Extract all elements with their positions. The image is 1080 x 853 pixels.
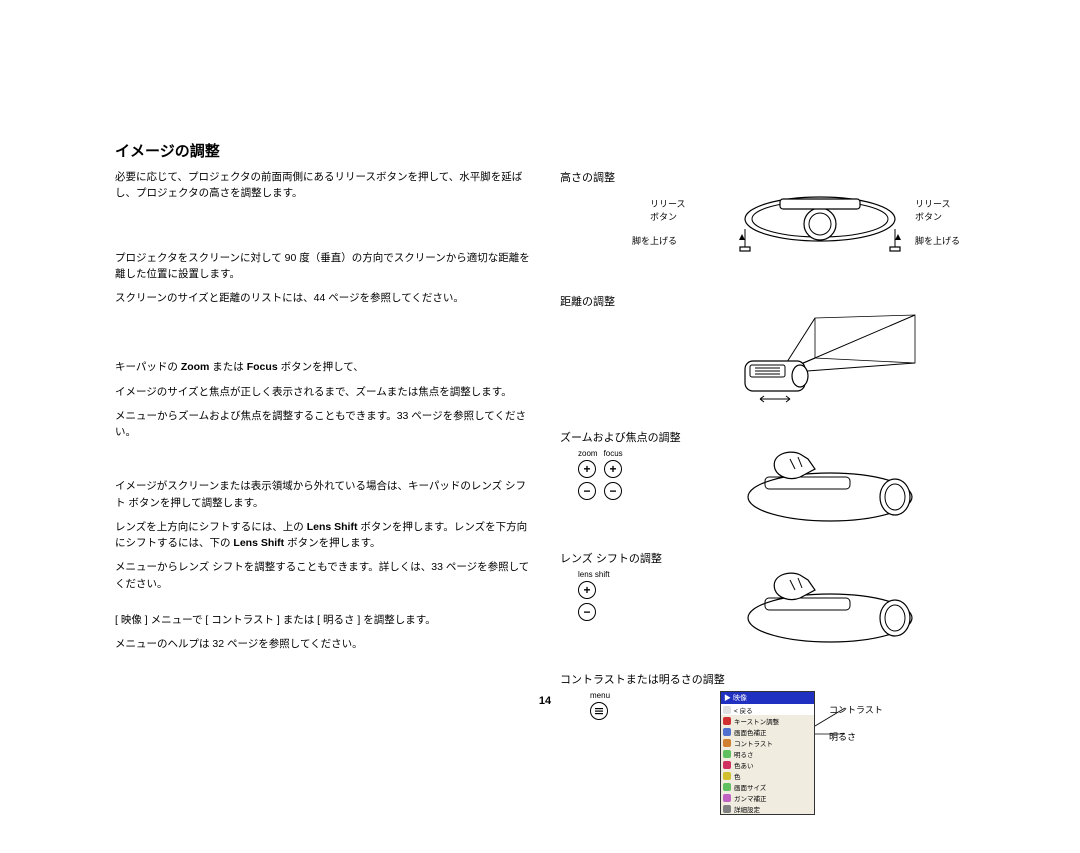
callout-lines	[815, 696, 865, 756]
paragraph: メニューからレンズ シフトを調整することもできます。詳しくは、33 ページを参照…	[115, 559, 530, 592]
section-heading: コントラストまたは明るさの調整	[560, 671, 970, 687]
menu-item: 色	[721, 770, 814, 781]
minus-button-icon: −	[604, 482, 622, 500]
plus-button-icon: +	[604, 460, 622, 478]
paragraph: [ 映像 ] メニューで [ コントラスト ] または [ 明るさ ] を調整し…	[115, 612, 530, 628]
callout-label: 脚を上げる	[632, 234, 677, 247]
paragraph: 必要に応じて、プロジェクタの前面両側にあるリリースボタンを押して、水平脚を延ばし…	[115, 169, 530, 202]
menu-item: 明るさ	[721, 748, 814, 759]
menu-button-icon	[590, 702, 608, 720]
paragraph: プロジェクタをスクリーンに対して 90 度（垂直）の方向でスクリーンから適切な距…	[115, 250, 530, 283]
paragraph: レンズを上方向にシフトするには、上の Lens Shift ボタンを押します。レ…	[115, 519, 530, 552]
section-heading: ズームおよび焦点の調整	[560, 429, 970, 445]
menu-item: 詳細設定	[721, 803, 814, 814]
minus-button-icon: −	[578, 482, 596, 500]
button-label: zoom	[578, 449, 598, 458]
menu-item: コントラスト	[721, 737, 814, 748]
osd-menu-screenshot: ▶ 映像 < 戻るキーストン調整画面色補正コントラスト明るさ色あい色画面サイズガ…	[720, 691, 815, 815]
button-label: menu	[590, 691, 610, 700]
page-title: イメージの調整	[115, 140, 975, 161]
callout-label: リリース ボタン	[650, 197, 686, 223]
paragraph: キーパッドの Zoom または Focus ボタンを押して、	[115, 359, 530, 375]
menu-item: 色あい	[721, 759, 814, 770]
paragraph: メニューのヘルプは 32 ページを参照してください。	[115, 636, 530, 652]
page-number: 14	[539, 695, 551, 853]
projector-lensshift-illustration	[720, 570, 930, 650]
paragraph: イメージのサイズと焦点が正しく表示されるまで、ズームまたは焦点を調整します。	[115, 384, 530, 400]
menu-item: キーストン調整	[721, 715, 814, 726]
projector-distance-illustration	[720, 313, 920, 408]
button-label: lens shift	[578, 570, 710, 579]
plus-button-icon: +	[578, 581, 596, 599]
section-heading: 高さの調整	[560, 169, 970, 185]
menu-item: < 戻る	[721, 704, 814, 715]
callout-label: リリース ボタン	[915, 197, 951, 223]
button-label: focus	[604, 449, 623, 458]
callout-label: 脚を上げる	[915, 234, 960, 247]
paragraph: スクリーンのサイズと距離のリストには、44 ページを参照してください。	[115, 290, 530, 306]
section-heading: 距離の調整	[560, 293, 970, 309]
minus-button-icon: −	[578, 603, 596, 621]
body-text-column: 必要に応じて、プロジェクタの前面両側にあるリリースボタンを押して、水平脚を延ばし…	[115, 169, 530, 833]
menu-header: ▶ 映像	[721, 692, 814, 704]
menu-item: ガンマ補正	[721, 792, 814, 803]
projector-front-illustration	[720, 189, 920, 264]
section-heading: レンズ シフトの調整	[560, 550, 970, 566]
plus-button-icon: +	[578, 460, 596, 478]
menu-item: 画面色補正	[721, 726, 814, 737]
menu-item: 画面サイズ	[721, 781, 814, 792]
paragraph: メニューからズームおよび焦点を調整することもできます。33 ページを参照してくだ…	[115, 408, 530, 441]
figure-column: 高さの調整 リリース ボタン 脚を上げる	[560, 169, 970, 833]
paragraph: イメージがスクリーンまたは表示領域から外れている場合は、キーパッドのレンズ シフ…	[115, 478, 530, 511]
projector-zoom-illustration	[720, 449, 930, 529]
